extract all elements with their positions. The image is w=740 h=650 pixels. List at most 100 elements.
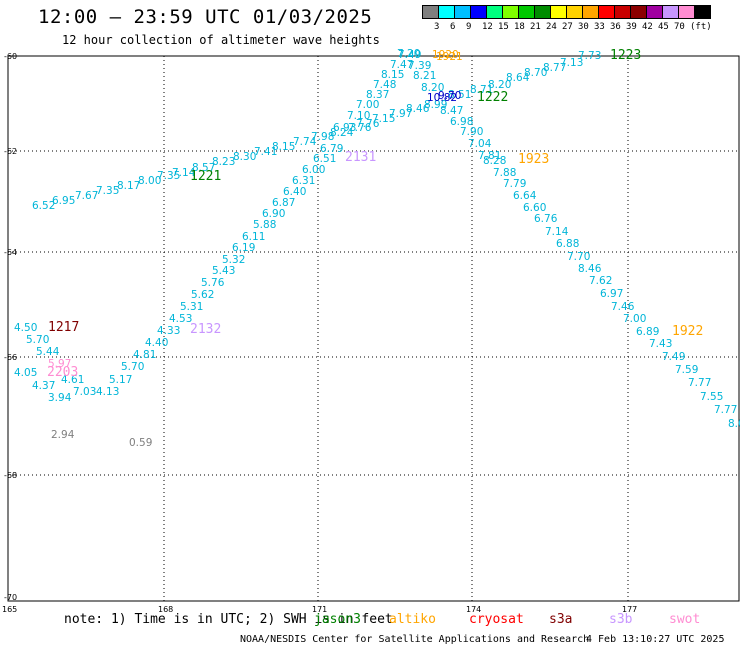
wave-height-value: 6.60 (523, 202, 546, 214)
wave-height-value: 8.20 (488, 79, 511, 91)
wave-height-value: 8.00 (138, 175, 161, 187)
wave-height-value: 7.97 (389, 108, 412, 120)
wave-height-value: 7.79 (503, 178, 526, 190)
wave-height-value: 10.82 (427, 92, 457, 104)
wave-height-value: 6.88 (556, 238, 579, 250)
wave-height-value: 7.76 (356, 118, 380, 130)
color-scale-label: 3 (434, 22, 440, 32)
lon-tick-label: 177 (622, 605, 637, 614)
wave-height-value: 8.47 (440, 105, 463, 117)
wave-height-value: 3.94 (48, 392, 72, 404)
wave-height-value: 7.15 (372, 113, 395, 125)
wave-height-value: 4.13 (96, 386, 119, 398)
wave-height-value: 7.46 (611, 301, 635, 313)
wave-height-value: 7.35 (96, 185, 119, 197)
wave-height-value: 8.71 (470, 84, 493, 96)
wave-height-value: 4.53 (169, 313, 192, 325)
color-scale-label: 12 (482, 22, 493, 32)
wave-height-value: 7.03 (73, 386, 96, 398)
color-scale-legend: 3 6 9 12 15 18 21 24 27 30 33 36 39 42 45 70 (ft) (422, 5, 712, 32)
pass-time-label: 1923 (518, 152, 549, 167)
lat-tick-label: -64 (4, 248, 17, 257)
wave-height-value: 8.0 (728, 418, 740, 430)
wave-height-value: 7.04 (468, 138, 492, 150)
wave-height-value: 7.14 (172, 167, 196, 179)
map-frame (7, 55, 740, 602)
page-title: 12:00 — 23:59 UTC 01/03/2025 (38, 6, 373, 28)
wave-height-value: 5.70 (121, 361, 144, 373)
wave-height-value: 6.64 (513, 190, 537, 202)
wave-height-value: 1921 (436, 51, 463, 63)
wave-height-value: 4.61 (61, 374, 84, 386)
color-scale-label: 30 (578, 22, 589, 32)
wave-height-value: 4.50 (14, 322, 37, 334)
color-scale-label: 27 (562, 22, 573, 32)
wave-height-value: 6.79 (320, 143, 343, 155)
color-scale-label: (ft) (690, 22, 712, 32)
wave-height-value: 8.77 (543, 62, 566, 74)
wave-height-value: 7.00 (356, 99, 379, 111)
wave-height-value: 7.20 (397, 48, 420, 60)
lat-tick-label: -60 (4, 52, 17, 61)
wave-height-value: 6.90 (262, 208, 285, 220)
pass-time-label: 2203 (47, 365, 78, 380)
wave-height-value: 4.81 (133, 349, 156, 361)
wave-height-value: 7.43 (649, 338, 672, 350)
wave-height-value: 8.28 (483, 155, 506, 167)
wave-height-value: 7.59 (675, 364, 698, 376)
wave-height-value: 5.44 (36, 346, 60, 358)
color-scale-label: 36 (610, 22, 621, 32)
wave-height-value: 6.87 (272, 197, 295, 209)
wave-height-value: 6.52 (32, 200, 55, 212)
mission-label: swot (669, 612, 701, 627)
pass-time-label: 1223 (610, 48, 641, 63)
wave-height-value: 8.51 (448, 89, 471, 101)
wave-height-value: 7.90 (460, 126, 483, 138)
lat-tick-label: -66 (4, 353, 17, 362)
wave-height-value: 6.19 (232, 242, 255, 254)
wave-height-value: 4.37 (32, 380, 55, 392)
wave-height-value: 7.41 (254, 146, 277, 158)
generated-timestamp: 4 Feb 13:10:27 UTC 2025 (586, 634, 725, 645)
wave-height-value: 8.24 (330, 127, 354, 139)
mission-label: cryosat (469, 612, 524, 627)
wave-height-value: 8.21 (413, 70, 436, 82)
wave-height-value: 7.35 (157, 170, 180, 182)
wave-height-value: 5.62 (191, 289, 214, 301)
wave-height-value: 5.32 (222, 254, 245, 266)
wave-height-value: 4.05 (14, 367, 37, 379)
wave-height-value: 5.17 (109, 374, 132, 386)
wave-height-value: 4.33 (157, 325, 180, 337)
color-scale-label: 18 (514, 22, 525, 32)
pass-time-label: 1221 (190, 169, 221, 184)
wave-height-value: 7.14 (545, 226, 569, 238)
color-scale-label: 33 (594, 22, 605, 32)
color-scale-label: 9 (466, 22, 472, 32)
lat-tick-label: -68 (4, 471, 17, 480)
wave-height-value: 7.47 (390, 59, 413, 71)
wave-height-value: 7.00 (623, 313, 646, 325)
wave-height-value: 6.31 (292, 175, 315, 187)
wave-height-value: 7.13 (560, 57, 583, 69)
mission-label: jason3 (314, 612, 361, 627)
wave-height-value: 6.93 (333, 122, 356, 134)
color-scale-labels: 3 6 9 12 15 18 21 24 27 30 33 36 39 42 45 70 (ft) (422, 22, 740, 34)
wave-height-value: 8.46 (406, 103, 430, 115)
page-subtitle: 12 hour collection of altimeter wave hei… (62, 33, 380, 47)
wave-height-value: 8.37 (366, 89, 389, 101)
lon-tick-label: 174 (466, 605, 481, 614)
pass-time-label: 2132 (190, 322, 221, 337)
wave-height-value: 8.23 (212, 156, 235, 168)
wave-height-value: 4.40 (145, 337, 168, 349)
wave-height-value: 6.98 (450, 116, 473, 128)
wave-height-value: 6.51 (313, 153, 336, 165)
wave-height-value: 7.55 (700, 391, 723, 403)
lon-tick-label: 168 (158, 605, 173, 614)
color-scale-swatches (422, 5, 711, 19)
wave-height-value: 6.11 (242, 231, 265, 243)
wave-height-value: 2.94 (51, 429, 75, 441)
wave-height-value: 6.89 (636, 326, 659, 338)
color-scale-label: 6 (450, 22, 456, 32)
pass-time-label: 2131 (345, 150, 376, 165)
pass-time-label: 1217 (48, 320, 79, 335)
